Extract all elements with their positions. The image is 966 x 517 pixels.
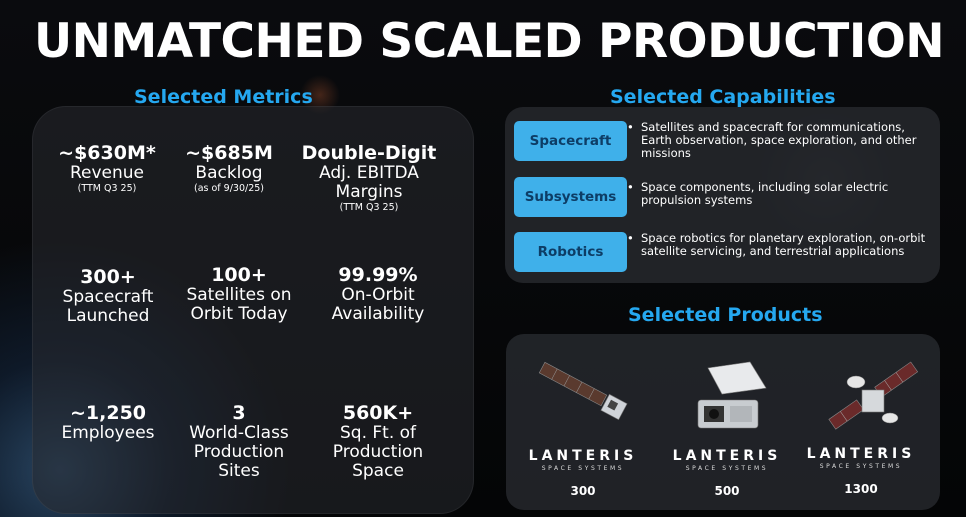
- product-tagline: SPACE SYSTEMS: [819, 463, 903, 470]
- metric-value: ~$630M*: [58, 142, 156, 164]
- metric-note: (as of 9/30/25): [193, 183, 264, 195]
- metric-availability: 99.99% On-Orbit Availability: [303, 264, 453, 325]
- bullet-icon: •: [627, 231, 634, 245]
- capability-description-text: Space components, including solar electr…: [641, 180, 889, 208]
- metric-production-space: 560K+ Sq. Ft. of Production Space: [303, 402, 453, 482]
- page-title: UNMATCHED SCALED PRODUCTION: [34, 14, 945, 69]
- satellite-300-image: [538, 361, 628, 421]
- metric-backlog: ~$685M Backlog (as of 9/30/25): [154, 142, 304, 195]
- metric-revenue: ~$630M* Revenue (TTM Q3 25): [32, 142, 182, 195]
- metric-label: On-Orbit Availability: [331, 285, 425, 325]
- capability-description-text: Space robotics for planetary exploration…: [641, 231, 926, 259]
- metric-label: Spacecraft Launched: [62, 287, 154, 327]
- product-model: 300: [570, 484, 596, 498]
- capability-spacecraft-description: • Satellites and spacecraft for communic…: [627, 120, 937, 161]
- metric-spacecraft-launched: 300+ Spacecraft Launched: [33, 266, 183, 327]
- product-brand: LANTERIS: [672, 448, 782, 464]
- satellite-500-image: [697, 361, 767, 429]
- metric-employees: ~1,250 Employees: [33, 402, 183, 444]
- metrics-panel: ~$630M* Revenue (TTM Q3 25) ~$685M Backl…: [32, 106, 474, 514]
- product-brand: LANTERIS: [806, 446, 916, 462]
- product-1300: LANTERIS SPACE SYSTEMS 1300: [806, 446, 916, 496]
- capabilities-heading: Selected Capabilities: [610, 86, 836, 108]
- metric-production-sites: 3 World-Class Production Sites: [164, 402, 314, 482]
- metric-value: ~1,250: [69, 402, 147, 424]
- product-300: LANTERIS SPACE SYSTEMS 300: [528, 448, 638, 498]
- metric-label: Backlog: [195, 163, 263, 184]
- capabilities-panel: Spacecraft • Satellites and spacecraft f…: [505, 107, 940, 283]
- metric-label: Satellites on Orbit Today: [186, 285, 292, 325]
- metric-value: 3: [232, 402, 246, 424]
- capability-robotics-button[interactable]: Robotics: [514, 232, 627, 272]
- product-model: 500: [714, 484, 740, 498]
- product-500: LANTERIS SPACE SYSTEMS 500: [672, 448, 782, 498]
- product-tagline: SPACE SYSTEMS: [541, 465, 625, 472]
- metric-label: Sq. Ft. of Production Space: [332, 423, 424, 482]
- metric-label: Adj. EBITDA Margins: [319, 163, 419, 203]
- capability-subsystems-button[interactable]: Subsystems: [514, 177, 627, 217]
- metric-label: Employees: [61, 423, 155, 444]
- metric-satellites-on-orbit: 100+ Satellites on Orbit Today: [164, 264, 314, 325]
- capability-robotics-description: • Space robotics for planetary explorati…: [627, 231, 937, 259]
- metric-margins: Double-Digit Adj. EBITDA Margins (TTM Q3…: [294, 142, 444, 214]
- metric-value: ~$685M: [185, 142, 273, 164]
- metrics-heading: Selected Metrics: [134, 86, 313, 108]
- product-brand: LANTERIS: [528, 448, 638, 464]
- metric-label: Revenue: [69, 163, 145, 184]
- products-heading: Selected Products: [628, 304, 823, 326]
- metric-value: Double-Digit: [301, 142, 437, 164]
- product-tagline: SPACE SYSTEMS: [685, 465, 769, 472]
- metric-value: 300+: [80, 266, 136, 288]
- capability-spacecraft-button[interactable]: Spacecraft: [514, 121, 627, 161]
- metric-value: 99.99%: [338, 264, 418, 286]
- bullet-icon: •: [627, 120, 634, 134]
- capability-subsystems-description: • Space components, including solar elec…: [627, 180, 937, 208]
- products-panel: LANTERIS SPACE SYSTEMS 300 LANTERIS SPAC…: [506, 334, 940, 510]
- metric-value: 100+: [211, 264, 267, 286]
- bullet-icon: •: [627, 180, 634, 194]
- metric-label: World-Class Production Sites: [189, 423, 289, 482]
- metric-note: (TTM Q3 25): [77, 183, 137, 195]
- satellite-1300-image: [828, 361, 919, 430]
- metric-value: 560K+: [342, 402, 414, 424]
- metric-note: (TTM Q3 25): [339, 202, 399, 214]
- product-model: 1300: [844, 482, 878, 496]
- capability-description-text: Satellites and spacecraft for communicat…: [641, 120, 917, 161]
